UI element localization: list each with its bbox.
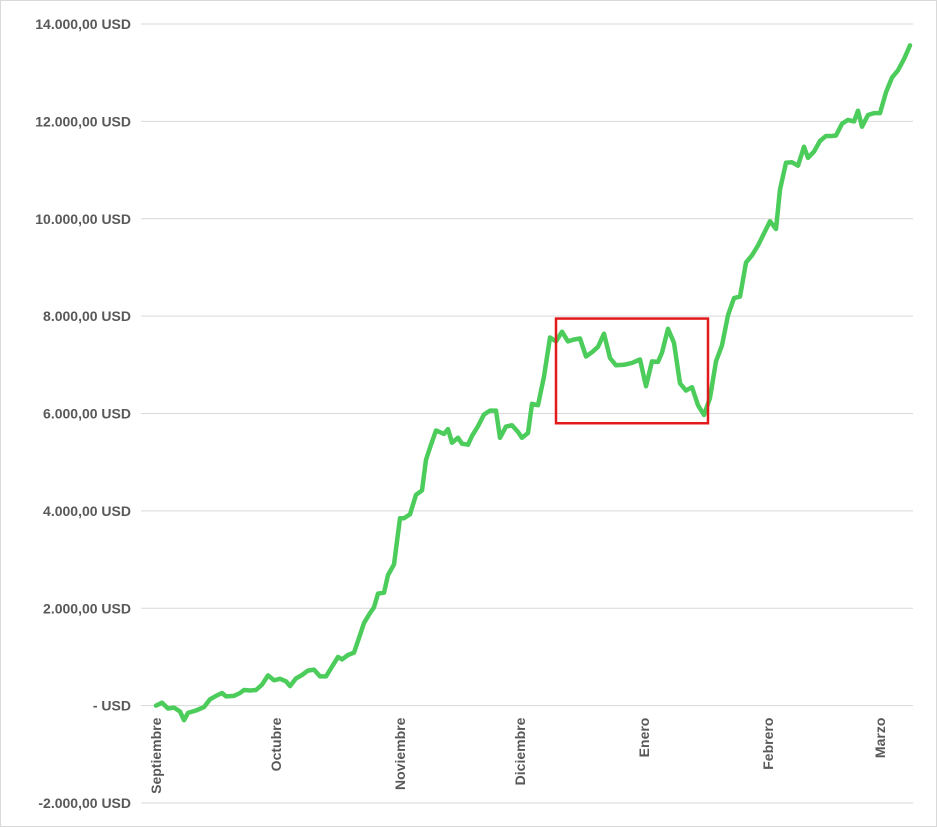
x-tick-label: Marzo: [872, 718, 888, 758]
y-tick-label: 14.000,00 USD: [35, 16, 131, 32]
series-line: [153, 43, 913, 723]
y-tick-label: 8.000,00 USD: [43, 308, 131, 324]
x-tick-label: Noviembre: [392, 717, 408, 790]
y-tick-label: -2.000,00 USD: [38, 795, 131, 811]
highlight-box: [554, 317, 710, 425]
y-tick-label: 12.000,00 USD: [35, 113, 131, 129]
x-tick-label: Septiembre: [148, 717, 164, 793]
y-tick-label: 4.000,00 USD: [43, 503, 131, 519]
y-tick-label: 10.000,00 USD: [35, 211, 131, 227]
x-tick-label: Febrero: [760, 718, 776, 770]
annotations: [554, 317, 710, 425]
y-tick-label: - USD: [93, 698, 131, 714]
y-tick-label: 2.000,00 USD: [43, 600, 131, 616]
y-axis-tick-labels: 14.000,00 USD 12.000,00 USD 10.000,00 USD 8…: [35, 16, 131, 811]
x-tick-label: Enero: [636, 718, 652, 758]
x-tick-label: Octubre: [268, 717, 284, 771]
y-tick-label: 6.000,00 USD: [43, 406, 131, 422]
series-layer: [153, 43, 913, 723]
gridlines: [141, 23, 913, 804]
x-tick-label: Diciembre: [512, 717, 528, 785]
x-axis-tick-labels: Septiembre Octubre Noviembre Diciembre Enero…: [148, 717, 888, 793]
